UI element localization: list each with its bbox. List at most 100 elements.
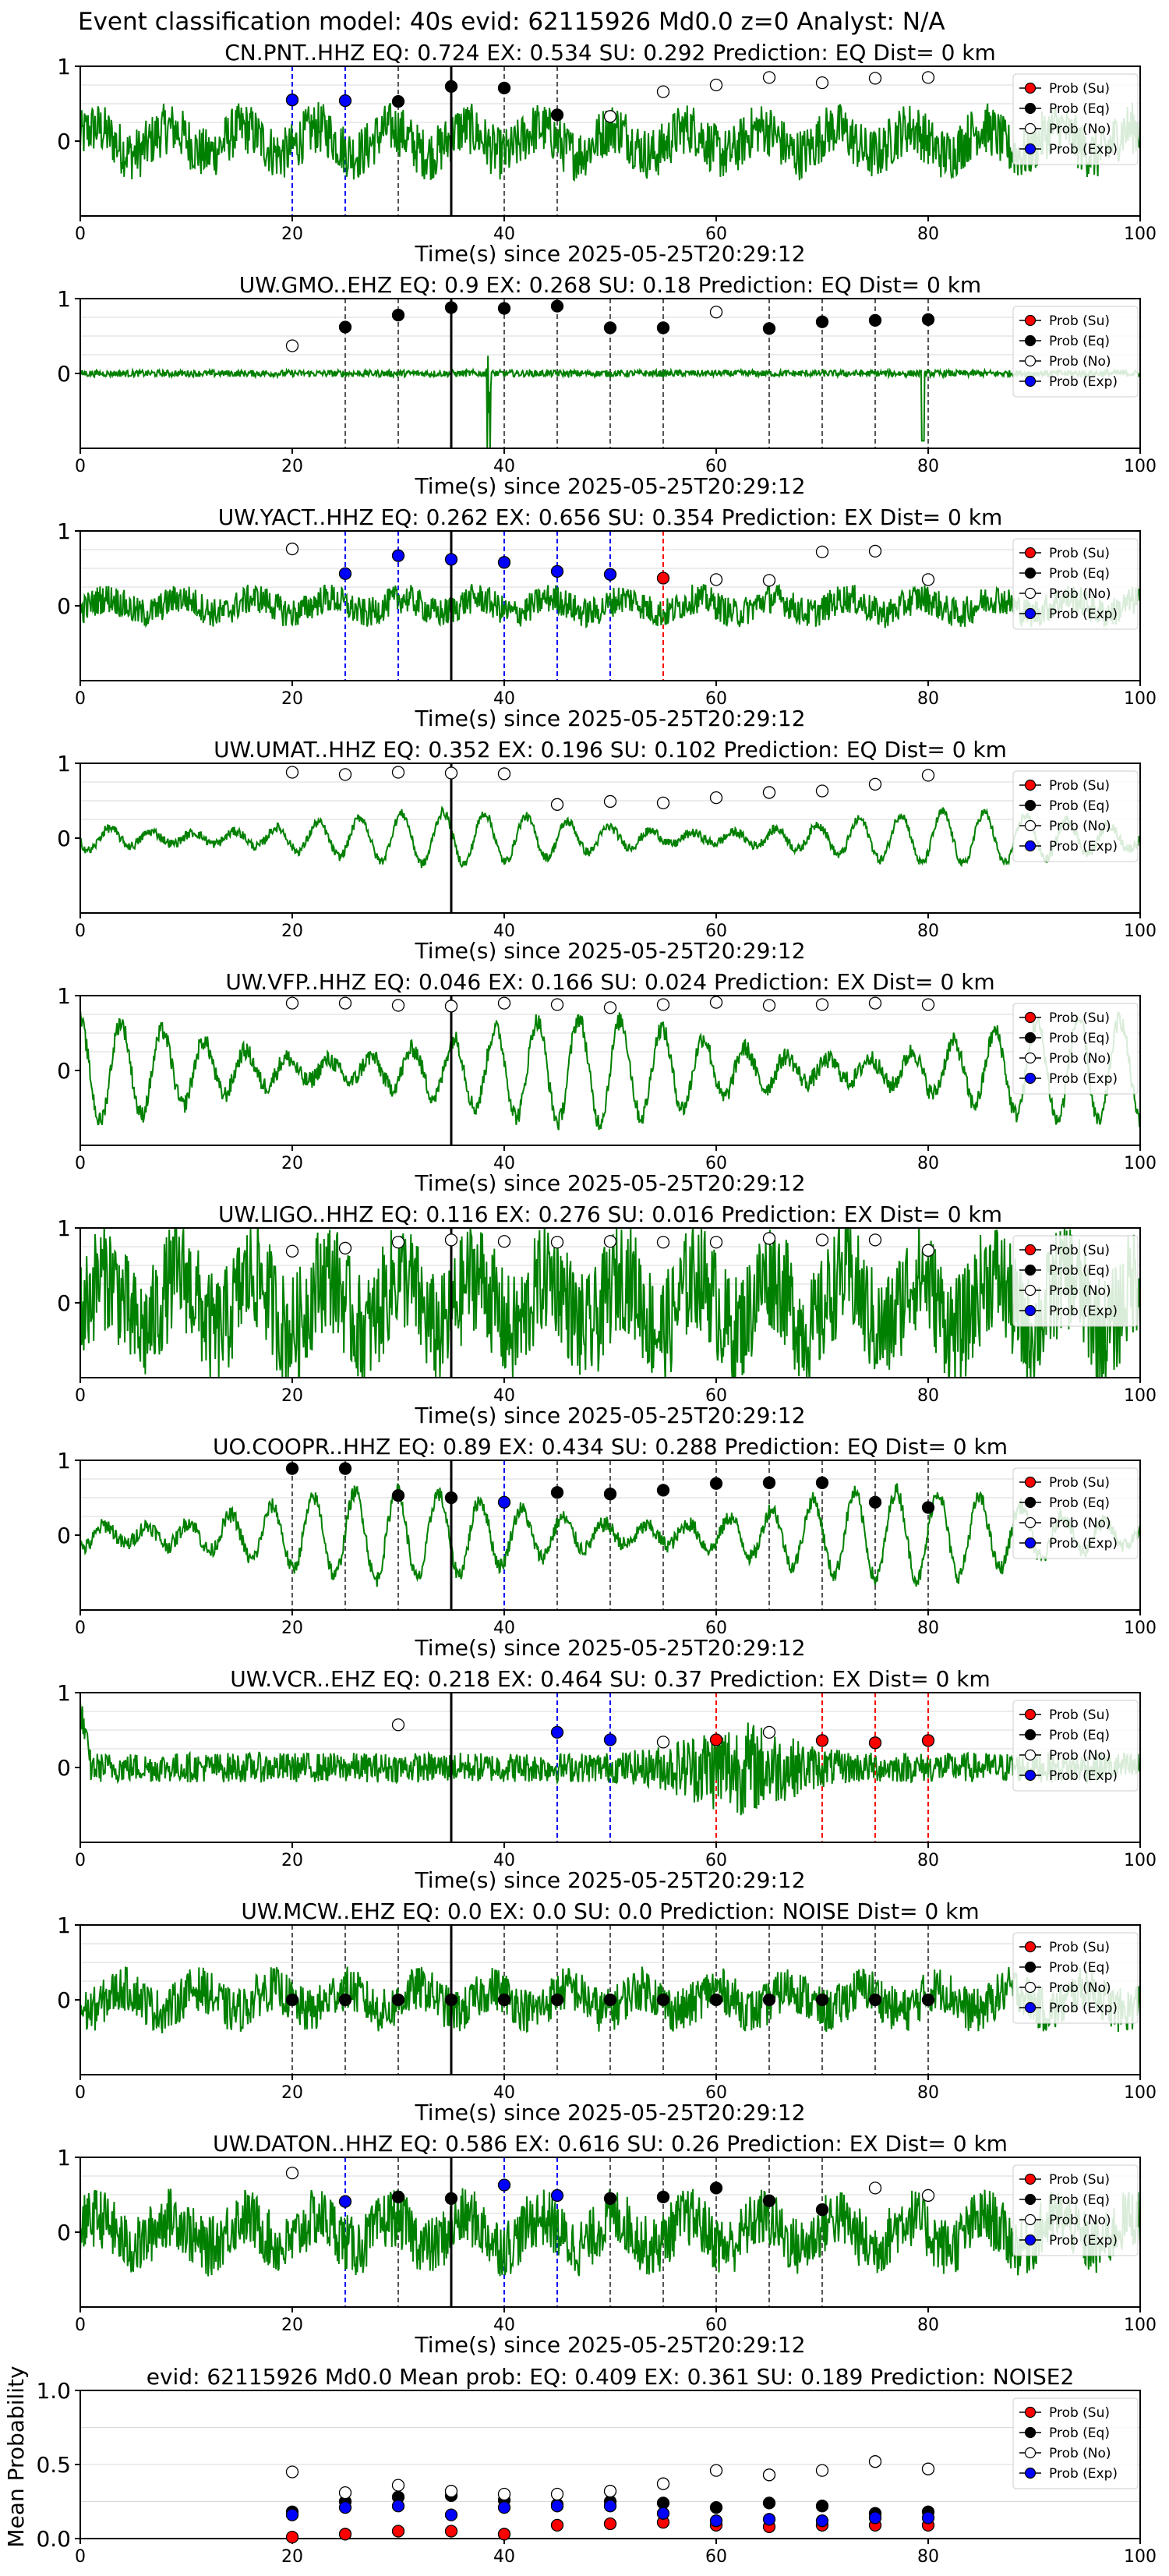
legend-box [1012, 73, 1139, 165]
legend-marker-su [1024, 547, 1037, 559]
panel-1: UW.GMO..EHZ EQ: 0.9 EX: 0.268 SU: 0.18 P… [57, 272, 1157, 499]
prob-point-eq [285, 1462, 299, 1475]
y-tick-label: 1 [57, 54, 71, 80]
panel-6: UO.COOPR..HHZ EQ: 0.89 EX: 0.434 SU: 0.2… [57, 1434, 1157, 1661]
legend-label: Prob (Exp) [1049, 607, 1118, 622]
x-tick-label: 100 [1124, 2547, 1157, 2567]
x-tick-label: 60 [705, 2083, 727, 2103]
legend-label: Prob (Eq) [1049, 1495, 1110, 1511]
legend-marker-su [1024, 1941, 1037, 1953]
x-tick-label: 80 [917, 2547, 939, 2567]
prob-point-no [285, 339, 299, 352]
prob-point-eq [762, 2496, 776, 2510]
legend-marker-no [1024, 587, 1037, 600]
prob-point-eq [391, 308, 405, 322]
prob-point-no [391, 999, 405, 1012]
panel-4: UW.VFP..HHZ EQ: 0.046 EX: 0.166 SU: 0.02… [57, 969, 1157, 1196]
legend-marker-su [1024, 1476, 1037, 1488]
prob-point-no [603, 794, 617, 809]
x-tick-label: 40 [493, 1386, 515, 1406]
prob-point-eq [921, 313, 935, 327]
x-tick-label: 20 [281, 457, 303, 476]
x-tick-label: 0 [75, 689, 86, 709]
prob-point-no [656, 85, 670, 98]
prob-point-eq [656, 2190, 670, 2204]
prob-point-eq [444, 301, 458, 314]
prob-point-no [338, 2486, 352, 2500]
prob-point-no [285, 542, 299, 556]
y-tick-label: 1 [57, 983, 71, 1009]
prob-point-no [285, 2465, 299, 2479]
panel-8: UW.MCW..EHZ EQ: 0.0 EX: 0.0 SU: 0.0 Pred… [57, 1898, 1157, 2125]
prob-point-no [868, 544, 882, 558]
panel-title: UW.GMO..EHZ EQ: 0.9 EX: 0.268 SU: 0.18 P… [239, 272, 981, 298]
waveform-trace [80, 356, 1140, 448]
panel-title: UW.DATON..HHZ EQ: 0.586 EX: 0.616 SU: 0.… [213, 2131, 1008, 2157]
legend-marker-eq [1024, 1264, 1037, 1276]
prob-point-exp [550, 2189, 564, 2203]
prob-point-su [921, 1734, 935, 1747]
panel-title: UW.MCW..EHZ EQ: 0.0 EX: 0.0 SU: 0.0 Pred… [241, 1898, 979, 1924]
legend-label: Prob (No) [1049, 1980, 1111, 1996]
x-tick-label: 20 [281, 2316, 303, 2335]
legend-marker-exp [1024, 1304, 1037, 1317]
prob-point-no [497, 767, 511, 780]
prob-point-no [656, 2477, 670, 2490]
legend-marker-exp [1024, 840, 1037, 852]
prob-point-no [656, 998, 670, 1011]
prob-point-no [550, 2487, 564, 2501]
legend-marker-eq [1024, 1031, 1037, 1044]
x-tick-label: 20 [281, 689, 303, 709]
y-tick-label: 0 [57, 2220, 71, 2245]
prob-point-no [921, 1244, 935, 1257]
y-tick-label: 1 [57, 2145, 71, 2171]
prob-point-no [709, 78, 723, 92]
legend-marker-eq [1024, 2426, 1037, 2439]
legend-label: Prob (Exp) [1049, 2233, 1118, 2249]
prob-point-exp [285, 94, 299, 107]
prob-point-eq [656, 321, 670, 334]
legend-label: Prob (No) [1049, 354, 1111, 370]
x-tick-label: 100 [1124, 2083, 1157, 2103]
x-tick-label: 60 [705, 689, 727, 709]
legend-marker-su [1024, 779, 1037, 791]
x-tick-label: 20 [281, 2083, 303, 2103]
x-tick-label: 60 [705, 2547, 727, 2567]
x-tick-label: 100 [1124, 1851, 1157, 1870]
legend-marker-eq [1024, 334, 1037, 347]
y-axis-label: Mean Probability [3, 2365, 29, 2547]
x-tick-label: 60 [705, 922, 727, 941]
x-tick-label: 100 [1124, 689, 1157, 709]
legend-box [1012, 770, 1139, 862]
prob-point-eq [338, 320, 352, 334]
x-tick-label: 0 [75, 922, 86, 941]
x-tick-label: 40 [493, 2316, 515, 2335]
prob-point-no [709, 791, 723, 805]
x-tick-label: 100 [1124, 1619, 1157, 1638]
prob-point-su [444, 2525, 458, 2538]
legend-label: Prob (Eq) [1049, 798, 1110, 814]
legend-marker-exp [1024, 607, 1037, 620]
prob-point-no [868, 2181, 882, 2195]
prob-point-eq [550, 108, 564, 122]
y-tick-label: 0 [57, 1523, 71, 1548]
prob-point-no [762, 786, 776, 799]
prob-point-no [444, 1000, 458, 1013]
prob-point-eq [391, 1488, 405, 1502]
prob-point-no [603, 1235, 617, 1248]
prob-point-su [550, 2518, 564, 2532]
legend-label: Prob (Eq) [1049, 2192, 1110, 2208]
y-tick-label: 1 [57, 286, 71, 312]
x-tick-label: 60 [705, 2316, 727, 2335]
prob-point-no [868, 2455, 882, 2468]
waveform-trace [80, 1228, 1140, 1378]
prob-point-eq [444, 80, 458, 94]
x-axis-label: Time(s) since 2025-05-25T20:29:12 [414, 1867, 805, 1893]
panel-title: CN.PNT..HHZ EQ: 0.724 EX: 0.534 SU: 0.29… [224, 40, 996, 65]
prob-point-no [444, 1233, 458, 1247]
prob-point-su [338, 2528, 352, 2541]
x-tick-label: 20 [281, 1154, 303, 1173]
x-tick-label: 80 [917, 457, 939, 476]
legend-box [1012, 2164, 1139, 2256]
